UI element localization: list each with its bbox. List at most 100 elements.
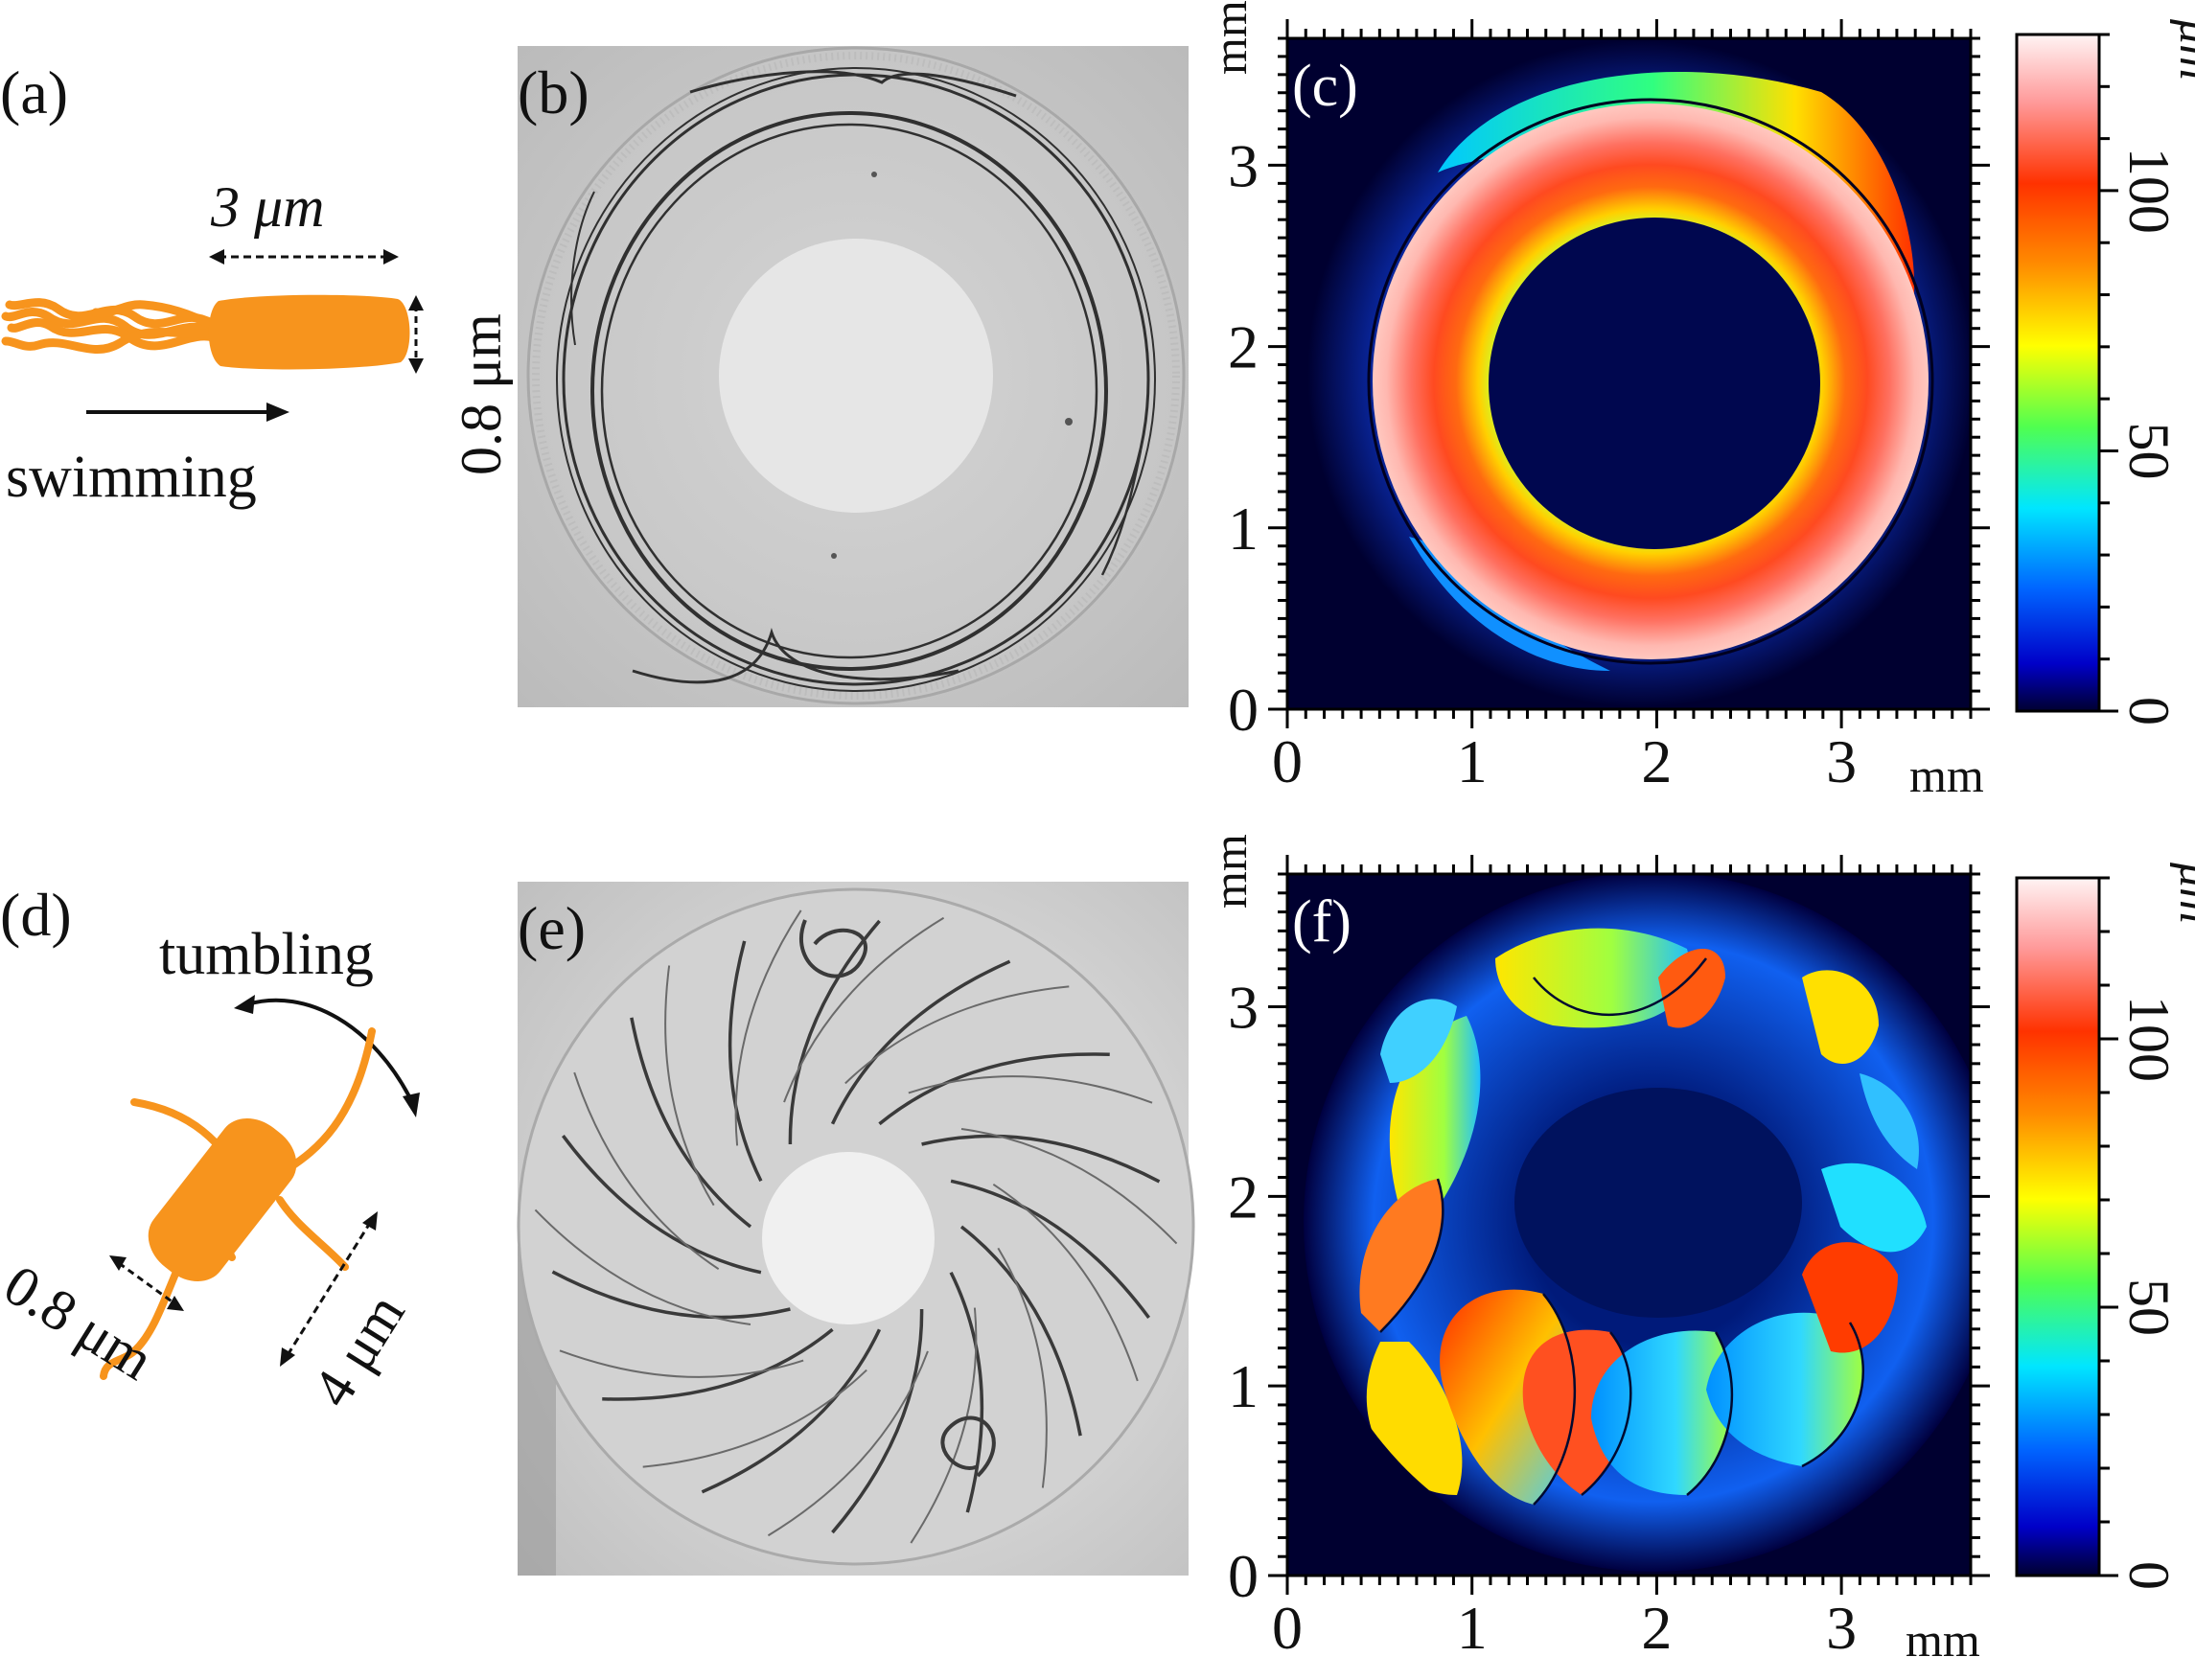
fold-line — [831, 1308, 924, 1534]
fold-line — [728, 940, 763, 1183]
width-arrow-d-icon — [109, 1255, 184, 1311]
y-unit-f: mm — [1203, 834, 1257, 909]
fold-line — [949, 1271, 984, 1513]
fold-line — [642, 1369, 867, 1468]
y-tick-label: 1 — [1228, 1352, 1259, 1420]
x-tick-label: 3 — [1826, 1594, 1857, 1662]
x-tick-label: 2 — [1641, 727, 1672, 795]
x-tick-label: 1 — [1457, 1594, 1488, 1662]
fold-lines-e — [534, 909, 1178, 1544]
tumbling-arrow-icon — [234, 995, 420, 1117]
fold-line — [788, 919, 881, 1145]
x-tick-label: 2 — [1641, 1594, 1672, 1662]
y-tick-label: 1 — [1228, 495, 1259, 563]
fold-line — [844, 985, 1070, 1085]
colorbar-f-unit: μm — [2169, 862, 2195, 924]
fold-line — [573, 1071, 720, 1270]
y-tick-label: 3 — [1228, 131, 1259, 199]
x-tick-label: 0 — [1272, 1594, 1303, 1662]
swimming-label: swimming — [6, 445, 257, 510]
fold-spiral — [799, 919, 867, 978]
fold-line — [908, 1075, 1153, 1104]
fold-line — [783, 916, 945, 1103]
fold-line — [534, 1208, 751, 1325]
fold-line — [830, 959, 1011, 1125]
colorbar-f: 0 50 100 μm — [2015, 862, 2195, 1590]
length-arrow-d-icon — [280, 1211, 378, 1367]
panel-e-label: (e) — [518, 894, 586, 962]
fold-line — [630, 1017, 752, 1229]
annulus-c-inner — [1489, 218, 1820, 549]
colorbar-c-unit: μm — [2169, 18, 2195, 81]
fold-spiral — [940, 1415, 996, 1478]
swimming-arrow-icon — [86, 403, 289, 422]
x-unit-f: mm — [1906, 1613, 1980, 1667]
x-tick-label: 3 — [1826, 727, 1857, 795]
fold-line — [701, 1328, 882, 1494]
length-label: 3 μm — [210, 175, 324, 239]
fold-line — [562, 1135, 762, 1275]
droplet-b-center — [719, 239, 993, 513]
bacterium-body-icon — [208, 294, 410, 370]
width-arrow-icon — [408, 295, 424, 374]
fold-line — [950, 1179, 1150, 1319]
length-label-d: 4 μm — [300, 1283, 417, 1417]
panel-d-label: (d) — [0, 881, 72, 949]
fold-line — [551, 1270, 791, 1320]
colorbar-c: 0 50 100 μm — [2015, 18, 2195, 725]
colorbar-tick-label: 100 — [2117, 996, 2181, 1082]
panel-b-label: (b) — [518, 58, 589, 127]
plot-frame — [1285, 36, 1973, 711]
flagella-bundle-icon — [1, 298, 218, 355]
fold-line — [992, 1184, 1139, 1382]
axes-c: 00 1 1 2 2 3 3 — [1228, 19, 1990, 795]
fold-line — [960, 1128, 1178, 1245]
width-label-d: 0.8 μm — [0, 1253, 164, 1392]
panel-f-label: (f) — [1292, 889, 1352, 955]
bacterium-body-d-icon — [148, 1118, 297, 1281]
fold-line — [878, 1052, 1110, 1126]
y-tick-label: 0 — [1228, 676, 1259, 744]
plot-frame — [1285, 872, 1973, 1577]
colorbar-tick-label: 50 — [2117, 422, 2181, 479]
fold-line — [910, 1307, 978, 1544]
colorbar-tick-label: 0 — [2117, 1561, 2181, 1590]
fold-line — [734, 909, 802, 1146]
panel-c-label: (c) — [1292, 54, 1358, 119]
fold-line — [997, 1247, 1048, 1488]
width-label: 0.8 μm — [450, 313, 513, 475]
panel-d: (d) tumbling 0.8 μm 4 μm — [0, 881, 420, 1417]
fold-line — [921, 1134, 1161, 1184]
folds-f — [1359, 928, 1927, 1506]
annulus-c-outline — [1367, 98, 1934, 665]
colorbar-tick-label: 50 — [2117, 1278, 2181, 1336]
tumbling-label: tumbling — [159, 922, 374, 987]
colorbar-tick-label: 100 — [2117, 148, 2181, 234]
x-unit-c: mm — [1909, 748, 1984, 802]
y-tick-label: 2 — [1228, 313, 1259, 381]
panel-a: (a) 3 μm 0.8 μm swimming — [0, 58, 513, 510]
colorbar-tick-label: 0 — [2117, 697, 2181, 725]
axes-f: 00 1 1 2 2 3 3 — [1228, 855, 1990, 1662]
fold-line — [559, 1349, 804, 1378]
colorbar-f-ticks: 0 50 100 — [2099, 876, 2181, 1590]
y-tick-label: 3 — [1228, 973, 1259, 1041]
colorbar-c-ticks: 0 50 100 — [2099, 33, 2181, 725]
length-arrow-icon — [209, 249, 399, 265]
x-tick-label: 0 — [1272, 727, 1303, 795]
fold-line — [959, 1225, 1082, 1437]
panel-e: (e) — [517, 882, 1195, 1576]
x-tick-label: 1 — [1457, 727, 1488, 795]
specks-b — [831, 172, 1073, 559]
fold-lines-b — [556, 67, 1156, 692]
fold-line — [664, 965, 715, 1207]
y-tick-label: 2 — [1228, 1162, 1259, 1231]
fold-line — [602, 1327, 834, 1401]
fold-line — [767, 1350, 929, 1537]
y-tick-label: 0 — [1228, 1542, 1259, 1610]
droplet-b-fringe — [532, 52, 1180, 700]
y-unit-c: mm — [1203, 0, 1257, 75]
